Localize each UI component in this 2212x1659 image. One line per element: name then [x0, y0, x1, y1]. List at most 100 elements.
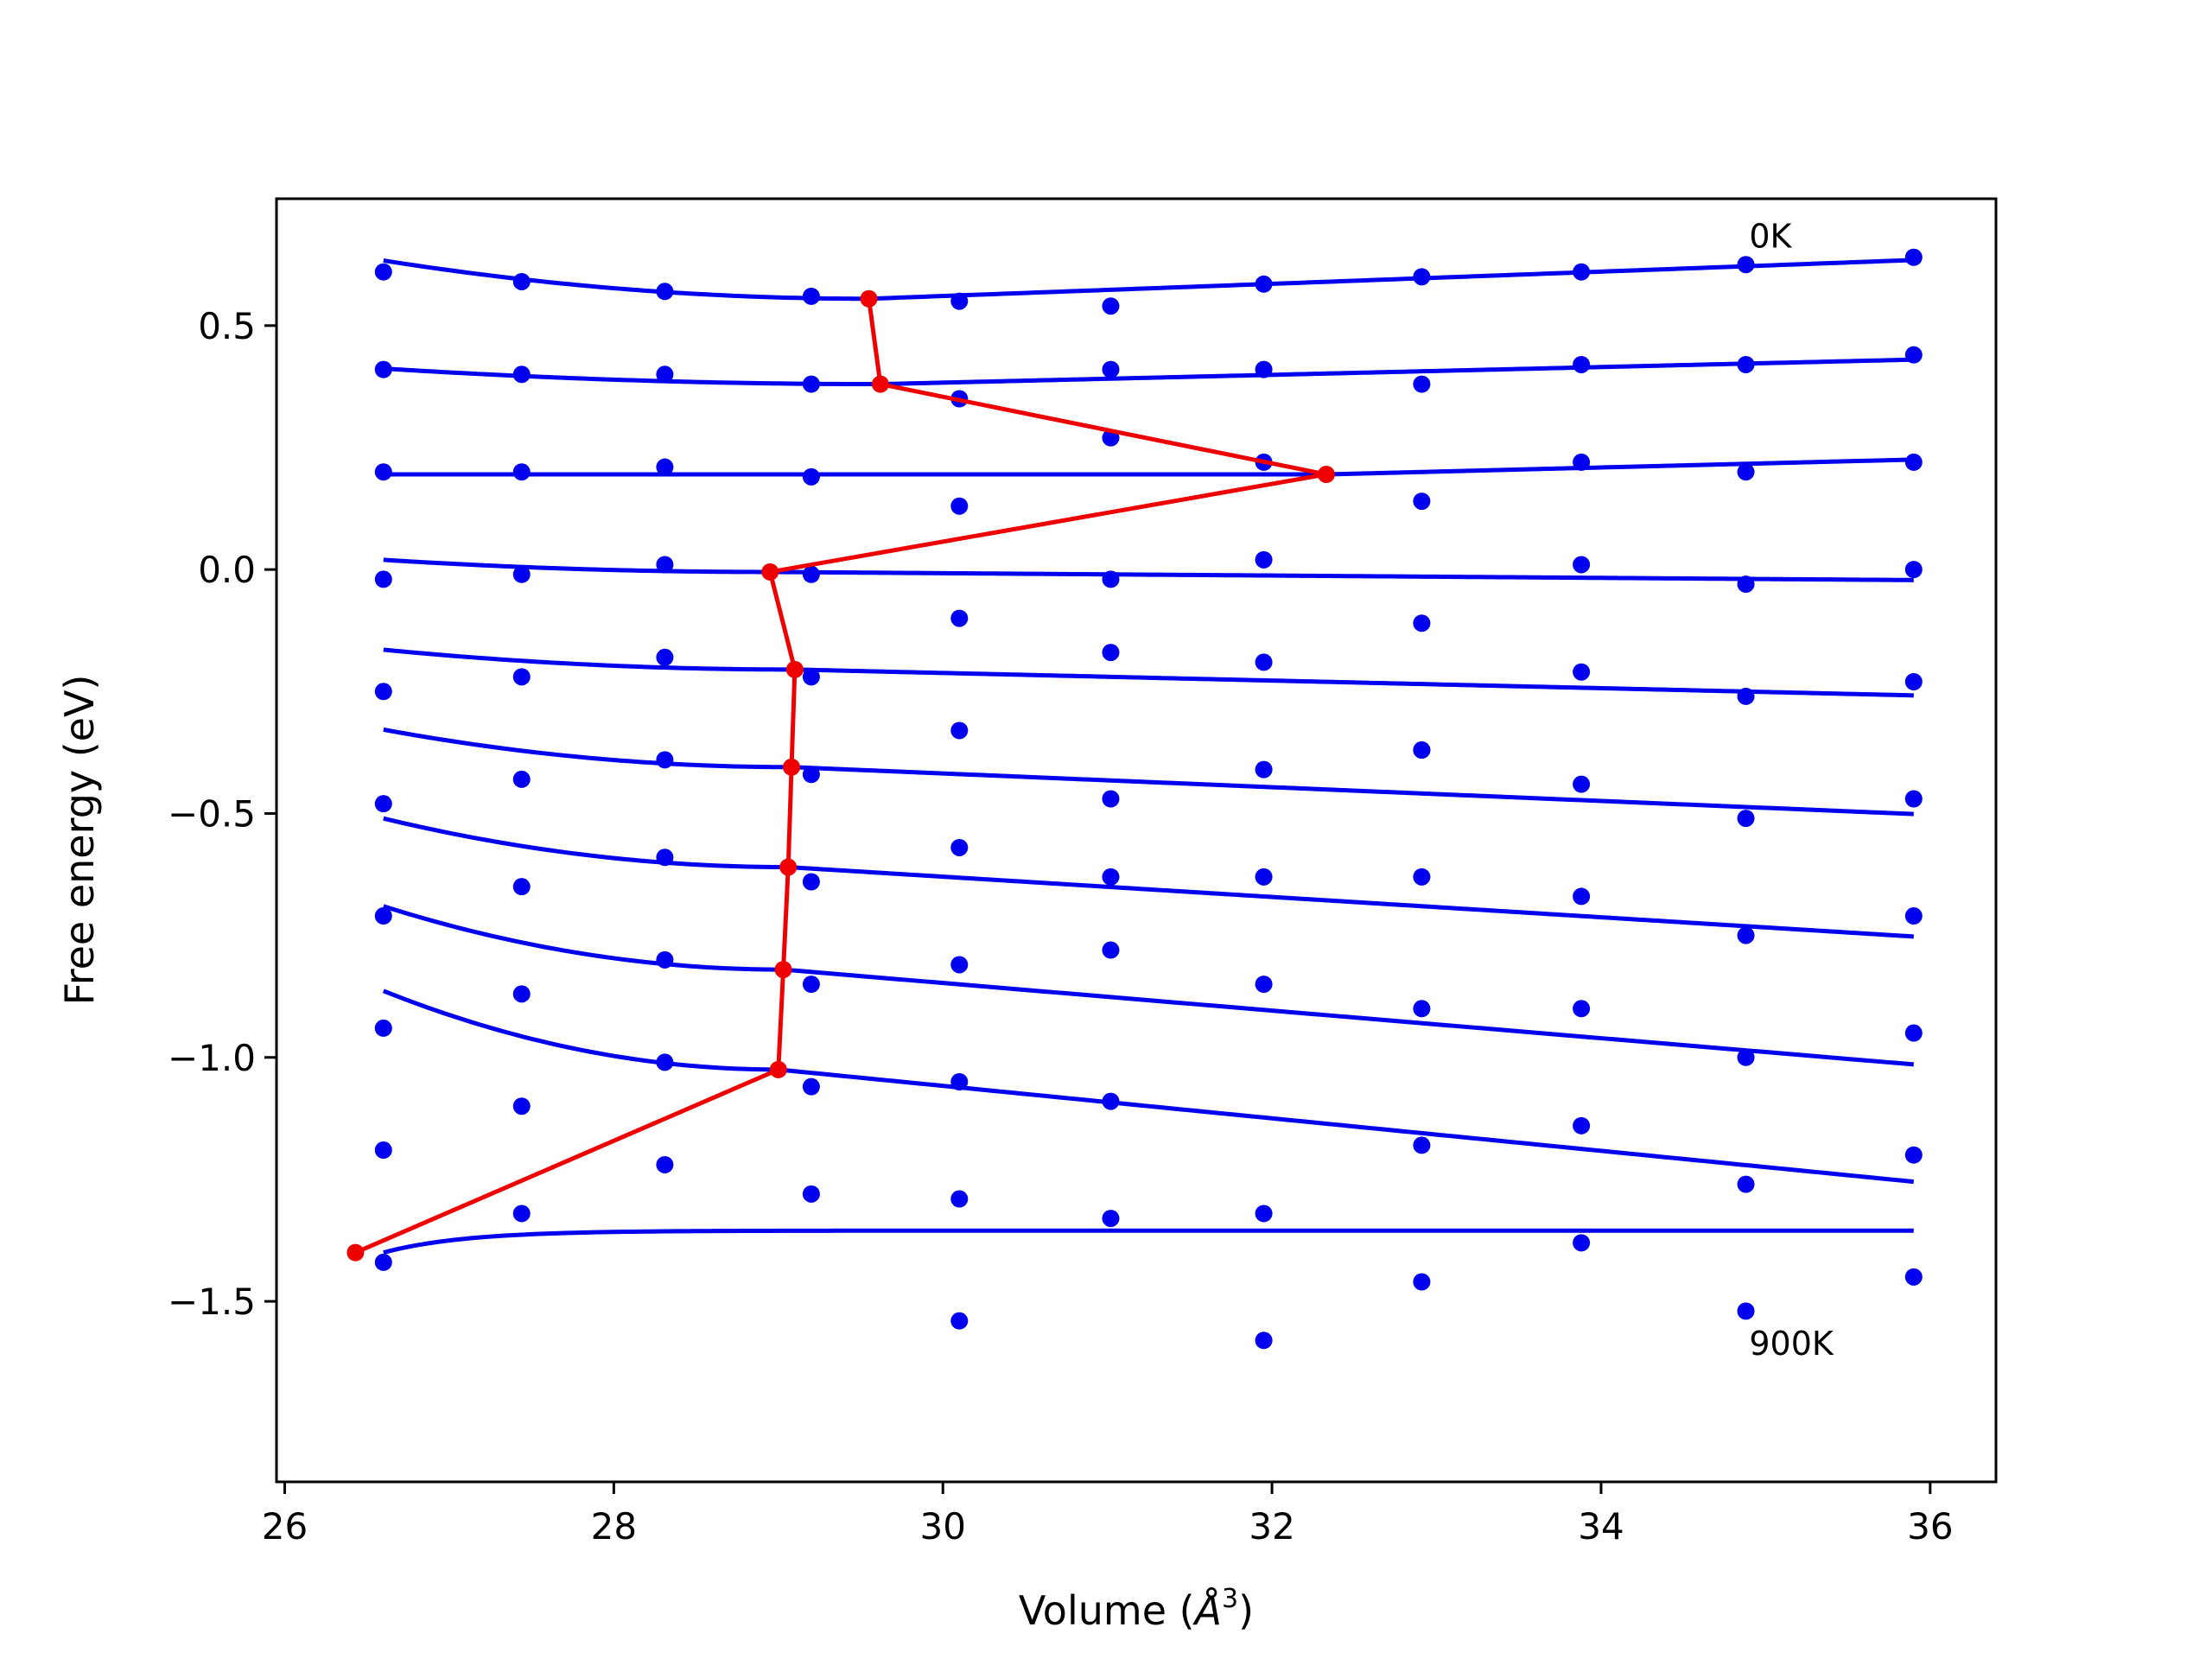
- data-point: [950, 1312, 969, 1330]
- fit-curve: [383, 727, 1914, 817]
- data-point: [1573, 663, 1591, 681]
- annotations: 0K 900K: [1749, 217, 1834, 1363]
- data-point: [1255, 760, 1273, 779]
- x-axis-ticks: 26 28 30 32 34 36: [262, 1482, 1954, 1548]
- data-point: [1904, 1146, 1923, 1164]
- data-point: [1255, 360, 1273, 378]
- data-point: [950, 292, 969, 310]
- fit-curves: [382, 257, 1915, 1255]
- minimum-point: [779, 858, 798, 876]
- data-point: [1904, 907, 1923, 925]
- y-tick-label: 0.0: [198, 549, 256, 591]
- data-point: [374, 570, 392, 588]
- data-point: [1904, 1024, 1923, 1042]
- data-point: [1413, 375, 1431, 393]
- data-point: [374, 683, 392, 701]
- data-points: [374, 248, 1923, 1350]
- data-point: [1904, 346, 1923, 364]
- data-point: [1255, 550, 1273, 569]
- data-point: [950, 1190, 969, 1208]
- data-point: [1413, 1273, 1431, 1291]
- data-point: [1413, 493, 1431, 511]
- minimum-point: [1317, 466, 1335, 484]
- data-point: [950, 838, 969, 856]
- x-tick-label: 34: [1578, 1505, 1624, 1548]
- fit-curve: [382, 988, 1915, 1185]
- fit-curve: [383, 557, 1914, 582]
- data-point: [1102, 297, 1120, 315]
- data-point: [1573, 556, 1591, 574]
- x-axis-label-close: ): [1238, 1587, 1254, 1634]
- data-point: [802, 375, 820, 393]
- data-point: [1737, 687, 1755, 705]
- y-tick-label: −1.5: [168, 1281, 256, 1323]
- data-point: [802, 467, 820, 486]
- annotation-label: 900K: [1749, 1325, 1834, 1363]
- data-point: [1737, 1048, 1755, 1066]
- data-point: [1737, 463, 1755, 481]
- minimum-point: [871, 375, 889, 393]
- x-tick-label: 26: [262, 1505, 308, 1548]
- data-point: [656, 1053, 674, 1071]
- data-point: [1255, 868, 1273, 886]
- data-point: [512, 1097, 531, 1116]
- fit-curve: [383, 457, 1914, 477]
- minimum-point: [761, 563, 779, 581]
- data-point: [802, 287, 820, 305]
- data-point: [1255, 1332, 1273, 1350]
- data-point: [802, 976, 820, 994]
- fit-curve: [383, 904, 1914, 1067]
- data-point: [1102, 1210, 1120, 1228]
- data-point: [1102, 790, 1120, 808]
- data-point: [1102, 644, 1120, 662]
- data-point: [374, 795, 392, 813]
- data-point: [512, 565, 531, 583]
- data-point: [374, 1253, 392, 1271]
- data-point: [656, 1155, 674, 1173]
- x-axis-label-text: Volume (: [1019, 1587, 1195, 1634]
- fit-curve: [383, 647, 1914, 698]
- data-point: [802, 668, 820, 686]
- data-point: [656, 751, 674, 769]
- data-point: [374, 1019, 392, 1037]
- data-point: [1904, 1268, 1923, 1286]
- data-point: [1737, 575, 1755, 594]
- data-point: [1413, 268, 1431, 286]
- x-axis-label-symbol: Å: [1192, 1587, 1222, 1634]
- minimum-path-line: [354, 298, 1329, 1255]
- data-point: [1573, 1000, 1591, 1018]
- data-point: [1255, 976, 1273, 994]
- y-tick-label: 0.5: [198, 305, 256, 347]
- data-point: [1255, 275, 1273, 293]
- data-point: [950, 956, 969, 974]
- data-point: [1413, 1136, 1431, 1154]
- data-point: [1904, 248, 1923, 266]
- data-point: [950, 497, 969, 515]
- data-point: [1737, 810, 1755, 828]
- minimum-point: [860, 289, 878, 308]
- data-point: [512, 985, 531, 1003]
- data-point: [656, 648, 674, 666]
- data-point: [656, 849, 674, 867]
- data-point: [802, 873, 820, 891]
- y-axis-label: Free energy (eV): [56, 675, 103, 1006]
- data-point: [1413, 741, 1431, 760]
- fit-curve: [383, 357, 1914, 387]
- data-point: [374, 1141, 392, 1160]
- minimum-path: [346, 289, 1335, 1262]
- data-point: [1102, 868, 1120, 886]
- data-point: [512, 1205, 531, 1223]
- plot-frame: [275, 197, 1998, 1484]
- data-point: [374, 263, 392, 281]
- data-point: [656, 365, 674, 384]
- data-point: [512, 668, 531, 686]
- data-point: [1573, 263, 1591, 281]
- annotation-label: 0K: [1749, 217, 1792, 255]
- data-point: [802, 1185, 820, 1203]
- y-tick-label: −0.5: [168, 792, 256, 835]
- minimum-point: [774, 961, 792, 979]
- data-point: [512, 878, 531, 896]
- y-axis-ticks: 0.5 0.0 −0.5 −1.0 −1.5: [168, 305, 276, 1323]
- data-point: [950, 721, 969, 740]
